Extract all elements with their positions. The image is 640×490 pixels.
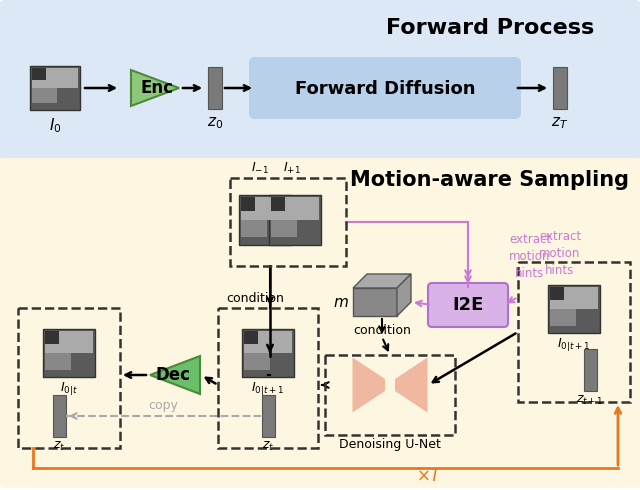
Text: $I_{-1}$: $I_{-1}$: [251, 161, 269, 176]
Bar: [262, 395, 275, 437]
Bar: [218, 308, 318, 448]
Text: copy: copy: [148, 399, 179, 412]
Polygon shape: [353, 358, 385, 413]
FancyBboxPatch shape: [0, 0, 640, 160]
Bar: [239, 195, 291, 245]
Bar: [244, 353, 270, 370]
Text: Forward Process: Forward Process: [386, 18, 594, 38]
Bar: [45, 331, 93, 353]
Bar: [241, 197, 255, 211]
Text: condition: condition: [226, 292, 284, 305]
Bar: [241, 220, 268, 238]
Bar: [208, 67, 222, 109]
Bar: [548, 285, 600, 333]
Bar: [45, 353, 72, 370]
Text: $I_{0|t}$: $I_{0|t}$: [60, 380, 78, 397]
Bar: [244, 331, 259, 344]
Text: $I_0$: $I_0$: [49, 116, 61, 135]
Text: extract
motion
hints: extract motion hints: [509, 233, 551, 280]
Text: Dec: Dec: [156, 366, 191, 384]
FancyBboxPatch shape: [249, 57, 521, 119]
Bar: [32, 88, 58, 103]
Bar: [325, 355, 455, 435]
Polygon shape: [395, 358, 428, 413]
Bar: [553, 67, 567, 109]
Text: Forward Diffusion: Forward Diffusion: [295, 80, 476, 98]
Bar: [353, 288, 397, 316]
Text: $I_{0|t+1}$: $I_{0|t+1}$: [557, 336, 591, 353]
Text: $z_0$: $z_0$: [207, 115, 223, 131]
Bar: [550, 287, 598, 309]
Polygon shape: [131, 70, 179, 106]
Text: Motion-aware Sampling: Motion-aware Sampling: [351, 170, 630, 190]
Bar: [52, 395, 65, 437]
Text: condition: condition: [353, 324, 411, 337]
Polygon shape: [353, 274, 411, 288]
Bar: [550, 309, 577, 326]
Polygon shape: [150, 356, 200, 394]
Bar: [242, 329, 294, 377]
Text: $m$: $m$: [333, 294, 349, 310]
Bar: [271, 197, 319, 220]
FancyBboxPatch shape: [428, 283, 508, 327]
Text: $I_{+1}$: $I_{+1}$: [283, 161, 301, 176]
Polygon shape: [397, 274, 411, 316]
Bar: [271, 220, 298, 238]
Text: I2E: I2E: [452, 296, 484, 314]
Text: $z_t$: $z_t$: [262, 440, 274, 453]
FancyBboxPatch shape: [0, 158, 640, 488]
Bar: [518, 262, 630, 402]
Bar: [230, 178, 346, 266]
Bar: [271, 197, 285, 211]
Bar: [550, 287, 564, 300]
Text: $z_T$: $z_T$: [552, 115, 568, 131]
Bar: [269, 195, 321, 245]
Bar: [18, 308, 120, 448]
Bar: [30, 66, 80, 110]
Bar: [244, 331, 292, 353]
Bar: [241, 197, 289, 220]
Bar: [45, 331, 60, 344]
Text: extract
motion
hints: extract motion hints: [539, 230, 581, 277]
Bar: [32, 68, 46, 80]
Text: $z_t$: $z_t$: [53, 440, 65, 453]
Text: $\times T$: $\times T$: [417, 467, 444, 485]
Bar: [32, 68, 78, 88]
Bar: [584, 349, 596, 391]
Text: $I_{0|t+1}$: $I_{0|t+1}$: [252, 380, 285, 397]
Text: $z_{t+1}$: $z_{t+1}$: [576, 394, 604, 407]
Text: Denoising U-Net: Denoising U-Net: [339, 438, 441, 451]
Text: Enc: Enc: [141, 79, 173, 97]
Bar: [43, 329, 95, 377]
